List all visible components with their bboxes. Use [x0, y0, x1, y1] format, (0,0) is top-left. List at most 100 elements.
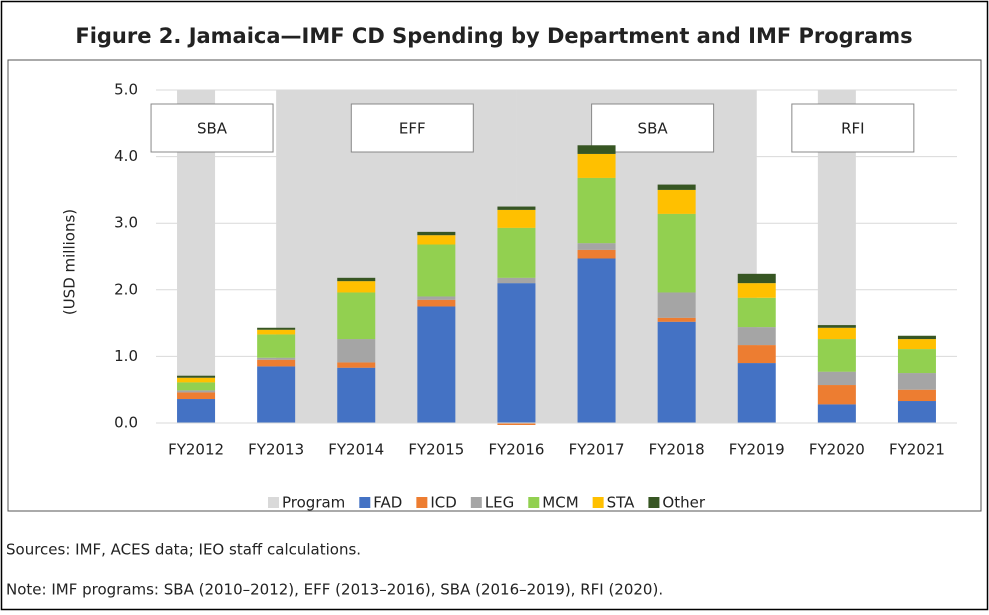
program-label: RFI: [841, 120, 864, 138]
y-tick-label: 2.0: [114, 280, 138, 298]
bar-segment: [737, 283, 776, 298]
x-tick-label: FY2017: [569, 441, 625, 459]
x-tick-label: FY2019: [729, 441, 785, 459]
bar-segment: [417, 306, 456, 423]
plot: SBA EFF SBA RFI 0.0 1.0 2.0 3.0 4.0 5.0 FY2012 FY20…: [114, 81, 957, 512]
bar-segment: [417, 231, 456, 236]
bar-segment: [897, 373, 936, 390]
x-tick-label: FY2020: [809, 441, 865, 459]
bar-segment: [497, 209, 536, 228]
legend-swatch: [268, 497, 279, 508]
bar-segment: [177, 382, 216, 391]
bar-segment: [897, 349, 936, 374]
bar-segment: [177, 375, 216, 378]
bar-segment: [417, 299, 456, 307]
program-box: [150, 103, 274, 153]
bar-segment: [257, 327, 296, 330]
bar-segment: [257, 366, 296, 423]
bar-segment: [177, 377, 216, 383]
y-tick-label: 1.0: [114, 347, 138, 365]
bar-segment: [177, 392, 216, 400]
bar-segment: [817, 339, 856, 372]
x-tick-label: FY2018: [649, 441, 705, 459]
x-tick-label: FY2012: [168, 441, 224, 459]
bar-segment: [577, 145, 616, 154]
bar-segment: [417, 296, 456, 300]
legend-label: Other: [662, 494, 705, 512]
bar-segment: [497, 283, 536, 423]
x-tick-label: FY2015: [408, 441, 464, 459]
program-box: [591, 103, 715, 153]
bar-segment: [817, 385, 856, 405]
bar-segment: [337, 362, 376, 368]
bar-segment: [577, 249, 616, 259]
program-box: [350, 103, 474, 153]
legend-label: ICD: [430, 494, 456, 512]
legend-swatch: [528, 497, 540, 508]
x-tick-label: FY2021: [889, 441, 945, 459]
bar-segment: [817, 404, 856, 423]
bar-segment: [497, 206, 536, 210]
program-label: SBA: [638, 120, 669, 138]
bar-segment: [337, 367, 376, 423]
program-label: SBA: [197, 120, 228, 138]
legend-label: Program: [282, 494, 345, 512]
x-tick-label: FY2016: [488, 441, 544, 459]
chart-title: Figure 2. Jamaica—IMF CD Spending by Dep…: [75, 24, 912, 48]
bar-segment: [657, 184, 696, 190]
bar-segment: [817, 371, 856, 386]
y-tick-label: 4.0: [114, 147, 138, 165]
legend-label: FAD: [373, 494, 402, 512]
bar-segment: [897, 389, 936, 402]
legend-swatch: [592, 497, 604, 508]
legend-swatch: [648, 497, 660, 508]
bar-segment: [737, 363, 776, 423]
bar-segment: [817, 325, 856, 328]
bar-segment: [577, 258, 616, 423]
legend-swatch: [470, 497, 482, 508]
bar-segment: [657, 292, 696, 318]
bar-segment: [497, 423, 536, 425]
bar-segment: [737, 297, 776, 328]
y-tick-label: 3.0: [114, 214, 138, 232]
sources: Sources: IMF, ACES data; IEO staff calcu…: [6, 541, 361, 559]
bar-segment: [737, 345, 776, 364]
bar-segment: [257, 334, 296, 358]
bar-segment: [257, 357, 296, 360]
bar-segment: [337, 277, 376, 282]
bar-segment: [577, 243, 616, 250]
program-label: EFF: [399, 120, 426, 138]
bar-segment: [737, 327, 776, 346]
bar-segment: [337, 339, 376, 363]
legend-label: LEG: [485, 494, 514, 512]
bar-segment: [417, 244, 456, 297]
bar-segment: [897, 335, 936, 340]
bar-segment: [657, 189, 696, 214]
bar-segment: [337, 281, 376, 293]
bar-segment: [577, 177, 616, 244]
bar-segment: [657, 317, 696, 322]
y-tick-label: 5.0: [114, 81, 138, 99]
bar-segment: [497, 227, 536, 278]
bar-segment: [337, 292, 376, 340]
bar-segment: [737, 273, 776, 284]
bar-segment: [417, 235, 456, 245]
note: Note: IMF programs: SBA (2010–2012), EFF…: [6, 581, 663, 599]
program-box: [791, 103, 915, 153]
bar-segment: [657, 213, 696, 293]
bar-segment: [817, 327, 856, 340]
bar-segment: [257, 329, 296, 335]
bar-segment: [177, 399, 216, 423]
bar-segment: [897, 401, 936, 423]
bar-segment: [497, 277, 536, 284]
legend-swatch: [359, 497, 371, 508]
bar-segment: [657, 321, 696, 423]
bar-segment: [257, 359, 296, 367]
bar-segment: [897, 339, 936, 350]
y-axis-label: (USD millions): [61, 209, 79, 315]
x-tick-label: FY2014: [328, 441, 384, 459]
x-tick-label: FY2013: [248, 441, 304, 459]
bar-segment: [577, 153, 616, 178]
legend-label: MCM: [542, 494, 578, 512]
